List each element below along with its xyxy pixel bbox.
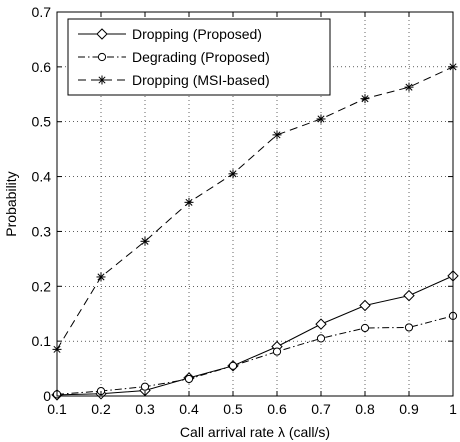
data-point-diamond bbox=[315, 318, 327, 330]
data-point-circle bbox=[360, 323, 370, 333]
x-tick-label: 0.7 bbox=[311, 401, 331, 417]
x-tick-label: 0.5 bbox=[223, 401, 243, 417]
x-tick-label: 1 bbox=[449, 401, 457, 417]
legend-marker-circle bbox=[97, 52, 107, 62]
legend-label: Dropping (Proposed) bbox=[132, 26, 262, 42]
y-axis-title: Probability bbox=[3, 171, 19, 236]
x-tick-label: 0.4 bbox=[179, 401, 199, 417]
y-tick-label: 0.1 bbox=[32, 333, 52, 349]
data-point-star bbox=[404, 82, 414, 92]
x-tick-label: 0.9 bbox=[399, 401, 419, 417]
x-tick-label: 0.6 bbox=[267, 401, 287, 417]
data-point-circle bbox=[184, 374, 194, 384]
data-point-star bbox=[316, 114, 326, 124]
series-1 bbox=[52, 311, 458, 399]
data-point-diamond bbox=[403, 289, 415, 302]
x-tick-label: 0.3 bbox=[135, 401, 155, 417]
plot-frame bbox=[56, 11, 454, 397]
x-tick-label: 0.8 bbox=[355, 401, 375, 417]
legend-label: Dropping (MSI-based) bbox=[132, 72, 270, 88]
legend: Dropping (Proposed) Degrading (Proposed) D… bbox=[67, 18, 331, 96]
data-point-star bbox=[184, 197, 194, 207]
series-0 bbox=[51, 270, 459, 401]
data-point-star bbox=[228, 169, 238, 179]
data-point-circle bbox=[316, 334, 326, 343]
y-tick-label: 0.2 bbox=[32, 278, 52, 294]
series-line bbox=[56, 66, 454, 350]
data-point-star bbox=[360, 94, 370, 104]
series-line bbox=[56, 275, 454, 396]
axis-ticks: 0.1 0.2 0.3 0.4 0.5 0.6 0.7 0.8 0.9 100.10.20.30.… bbox=[32, 4, 458, 417]
series-2 bbox=[52, 62, 458, 354]
data-point-diamond bbox=[359, 299, 371, 312]
y-tick-label: 0.5 bbox=[32, 114, 52, 130]
data-point-star bbox=[140, 236, 150, 246]
data-point-star bbox=[272, 130, 282, 140]
legend-label: Degrading (Proposed) bbox=[132, 49, 270, 65]
x-tick-label: 0.2 bbox=[91, 401, 111, 417]
data-point-circle bbox=[404, 323, 414, 332]
y-tick-label: 0 bbox=[43, 388, 51, 404]
data-point-circle bbox=[272, 347, 282, 356]
y-tick-label: 0.3 bbox=[32, 223, 52, 239]
series-group bbox=[51, 62, 459, 401]
legend-marker-diamond bbox=[96, 28, 108, 40]
x-tick-label: 0.1 bbox=[47, 401, 67, 417]
data-point-circle bbox=[140, 382, 150, 391]
legend-marker-star bbox=[97, 75, 107, 85]
x-axis-title: Call arrival rate λ (call/s) bbox=[180, 424, 330, 440]
data-point-star bbox=[96, 272, 106, 282]
y-tick-label: 0.4 bbox=[32, 169, 52, 185]
y-tick-label: 0.6 bbox=[32, 59, 52, 75]
y-tick-label: 0.7 bbox=[32, 4, 52, 20]
data-point-circle bbox=[228, 361, 238, 370]
series-line bbox=[56, 315, 454, 395]
